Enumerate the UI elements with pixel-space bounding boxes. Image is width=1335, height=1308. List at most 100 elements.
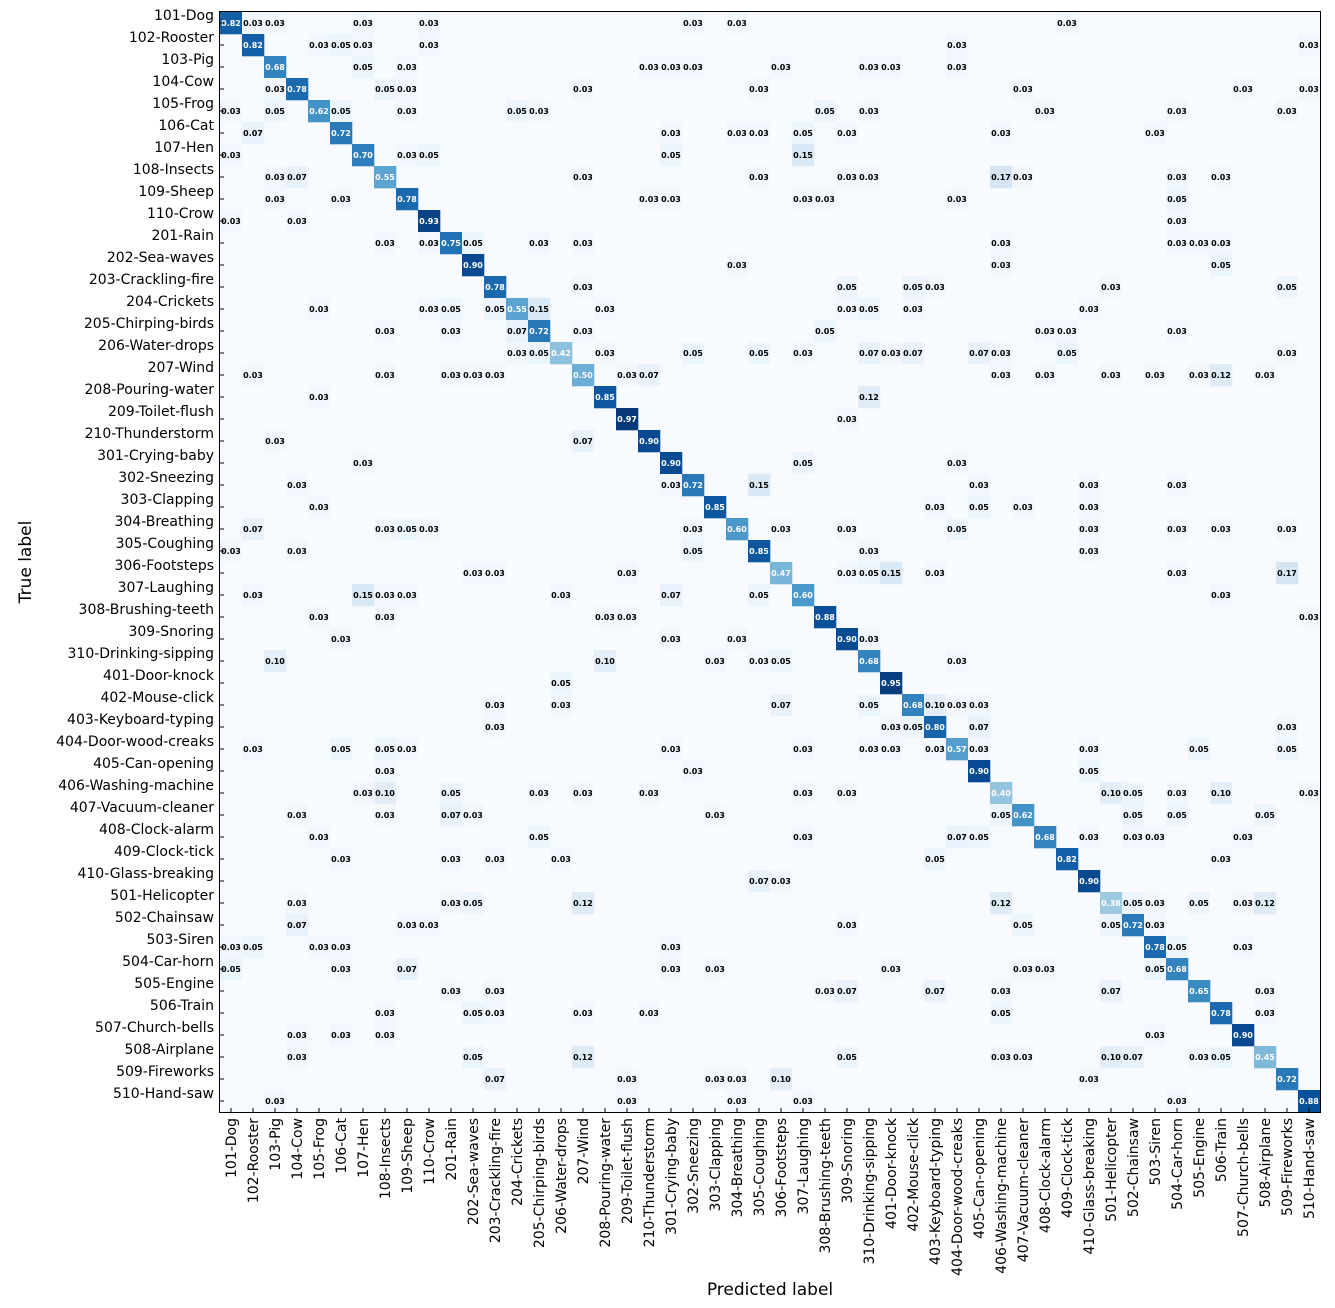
- heatmap-cell-fill: [440, 804, 463, 827]
- cell-value-label: 0.05: [815, 107, 835, 116]
- cell-value-label: 0.90: [1233, 1031, 1253, 1040]
- cell-value-label: 0.15: [793, 151, 813, 160]
- cell-value-label: 0.07: [837, 987, 857, 996]
- cell-value-label: 0.03: [573, 173, 593, 182]
- heatmap-cell-fill: [1210, 1002, 1233, 1025]
- cell-value-label: 0.03: [485, 723, 505, 732]
- x-tick-label: 206-Water-drops: [554, 1118, 570, 1234]
- heatmap-cell: 0.03: [858, 56, 881, 79]
- heatmap-cell-fill: [946, 738, 969, 761]
- cell-value-label: 0.38: [1101, 899, 1121, 908]
- heatmap-cell: 0.03: [1188, 364, 1211, 387]
- heatmap-cell-fill: [814, 320, 837, 343]
- cell-value-label: 0.50: [573, 371, 593, 380]
- heatmap-cell-fill: [990, 254, 1013, 277]
- heatmap-cell-fill: [308, 386, 331, 409]
- cell-value-label: 0.03: [1145, 129, 1165, 138]
- heatmap-cell-fill: [1254, 804, 1277, 827]
- cell-value-label: 0.03: [661, 129, 681, 138]
- cell-value-label: 0.03: [837, 129, 857, 138]
- heatmap-cell: 0.05: [462, 232, 485, 255]
- cell-value-label: 0.05: [1189, 745, 1209, 754]
- heatmap-cell: 0.05: [1122, 804, 1145, 827]
- heatmap-cell: 0.05: [968, 496, 991, 519]
- heatmap-cell: 0.03: [1078, 518, 1101, 541]
- heatmap-cell-fill: [1166, 320, 1189, 343]
- heatmap-cell: 0.05: [374, 78, 397, 101]
- heatmap-cell: 0.03: [858, 166, 881, 189]
- heatmap-cell-fill: [1122, 914, 1145, 937]
- heatmap-cell: 0.03: [572, 78, 595, 101]
- heatmap-cell: 0.05: [682, 342, 705, 365]
- heatmap-cell: 0.03: [572, 320, 595, 343]
- cell-value-label: 0.05: [1123, 899, 1143, 908]
- heatmap-cell-fill: [572, 1046, 595, 1069]
- heatmap-cell: 0.03: [484, 980, 507, 1003]
- heatmap-cell-fill: [1144, 936, 1167, 959]
- heatmap-cell-fill: [484, 980, 507, 1003]
- heatmap-cell: 0.03: [1166, 232, 1189, 255]
- heatmap-cell: 0.03: [308, 386, 331, 409]
- cell-value-label: 0.05: [441, 789, 461, 798]
- heatmap-cell-fill: [726, 1068, 749, 1091]
- heatmap-cell: 0.05: [1144, 958, 1167, 981]
- heatmap-cell-fill: [880, 56, 903, 79]
- cell-value-label: 0.03: [1255, 1009, 1275, 1018]
- heatmap-cell: 0.03: [286, 540, 309, 563]
- cell-value-label: 0.03: [1167, 239, 1187, 248]
- heatmap-cell-fill: [638, 364, 661, 387]
- heatmap-cell: 0.90: [462, 254, 485, 277]
- y-tick-label: 503-Siren: [147, 932, 214, 948]
- heatmap-cell-fill: [924, 738, 947, 761]
- heatmap-cell: 0.03: [1298, 782, 1321, 805]
- x-tick-label: 509-Fireworks: [1280, 1118, 1296, 1216]
- x-tick-label: 106-Cat: [334, 1117, 350, 1173]
- cell-value-label: 0.05: [485, 305, 505, 314]
- heatmap-cell-fill: [616, 562, 639, 585]
- cell-value-label: 0.07: [969, 723, 989, 732]
- cell-value-label: 0.03: [221, 217, 241, 226]
- cell-value-label: 0.03: [287, 811, 307, 820]
- cell-value-label: 0.03: [661, 63, 681, 72]
- cell-value-label: 0.03: [793, 789, 813, 798]
- heatmap-cell-fill: [484, 1068, 507, 1091]
- heatmap-cell-fill: [1144, 122, 1167, 145]
- heatmap-cell-fill: [1166, 804, 1189, 827]
- heatmap-cell-fill: [968, 496, 991, 519]
- heatmap-cell: 0.82: [220, 12, 243, 35]
- heatmap-cell-fill: [506, 100, 529, 123]
- heatmap-cell-fill: [902, 276, 925, 299]
- heatmap-cell-fill: [594, 606, 617, 629]
- cell-value-label: 0.03: [859, 107, 879, 116]
- heatmap-cell-fill: [528, 298, 551, 321]
- heatmap-cell: 0.03: [616, 606, 639, 629]
- cell-value-label: 0.03: [573, 283, 593, 292]
- x-tick-label: 103-Pig: [268, 1118, 284, 1171]
- heatmap-cell-fill: [1166, 936, 1189, 959]
- cell-value-label: 0.10: [375, 789, 395, 798]
- heatmap-cell: 0.03: [814, 188, 837, 211]
- heatmap-cell: 0.03: [572, 782, 595, 805]
- heatmap-cell-fill: [1144, 826, 1167, 849]
- cell-value-label: 0.03: [903, 305, 923, 314]
- heatmap-cell: 0.05: [264, 100, 287, 123]
- heatmap-cell-fill: [462, 804, 485, 827]
- heatmap-cell-fill: [902, 716, 925, 739]
- heatmap-cell: 0.03: [990, 1046, 1013, 1069]
- heatmap-cell: 0.03: [946, 650, 969, 673]
- cell-value-label: 0.03: [881, 723, 901, 732]
- y-tick-label: 410-Glass-breaking: [77, 866, 214, 882]
- heatmap-cell-fill: [550, 672, 573, 695]
- y-tick-label: 310-Drinking-sipping: [68, 646, 215, 662]
- heatmap-cell: 0.03: [1232, 78, 1255, 101]
- heatmap-cell: 0.05: [1056, 342, 1079, 365]
- cell-value-label: 0.03: [331, 855, 351, 864]
- heatmap-cell: 0.05: [1188, 892, 1211, 915]
- cell-value-label: 0.05: [221, 965, 241, 974]
- heatmap-cell-fill: [836, 298, 859, 321]
- x-tick-label: 102-Rooster: [246, 1118, 262, 1203]
- heatmap-cell-fill: [242, 122, 265, 145]
- heatmap-cell-fill: [396, 584, 419, 607]
- cell-value-label: 0.03: [947, 195, 967, 204]
- cell-value-label: 0.03: [463, 371, 483, 380]
